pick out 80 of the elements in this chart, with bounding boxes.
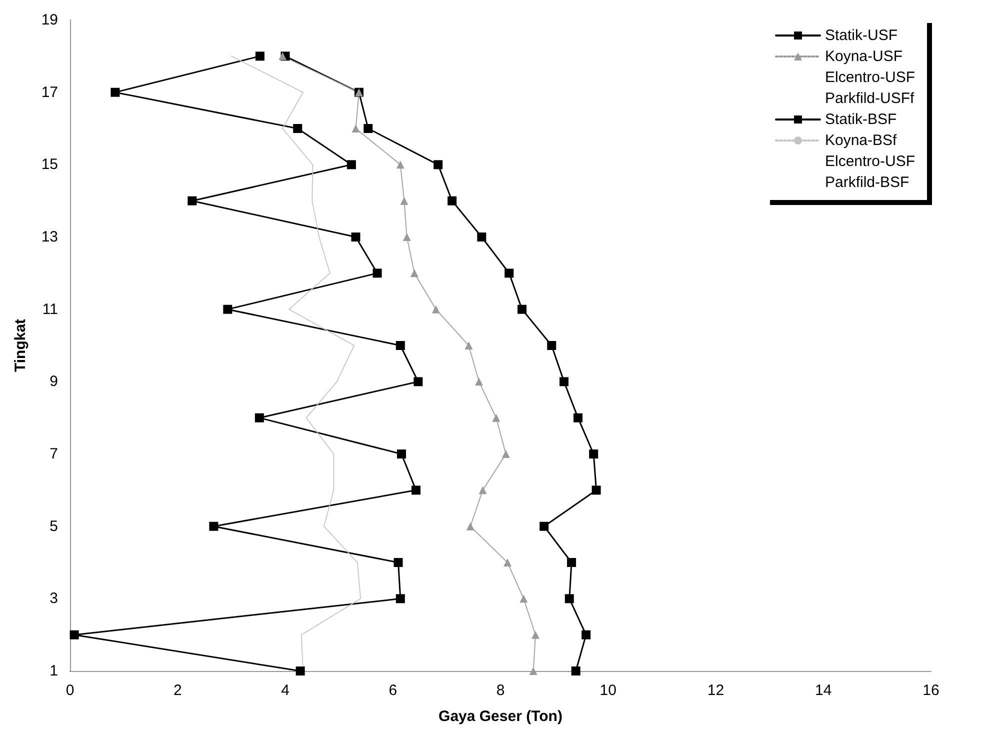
x-tick-label: 12 <box>707 682 724 699</box>
point <box>396 160 404 169</box>
legend-label: Statik-USF <box>824 27 898 44</box>
point <box>504 268 514 278</box>
point <box>478 486 487 494</box>
x-tick-label: 14 <box>815 682 832 699</box>
point <box>410 269 418 278</box>
point <box>547 341 556 350</box>
point <box>209 522 218 531</box>
point <box>466 522 474 530</box>
y-tick-label: 15 <box>41 156 58 174</box>
text: Parkfild-BSF <box>824 174 910 191</box>
point <box>564 594 574 604</box>
point <box>464 342 473 350</box>
y-tick-label: 19 <box>41 12 58 28</box>
point <box>346 160 356 170</box>
point <box>477 232 486 242</box>
legend-label: Statik-BSF <box>824 111 897 128</box>
point <box>400 196 408 205</box>
text: Elcentro-USF <box>824 69 916 86</box>
x-tick-label: 0 <box>66 682 74 699</box>
point <box>502 450 510 458</box>
y-tick-label: 5 <box>50 518 58 535</box>
point <box>560 377 568 386</box>
point <box>364 124 373 133</box>
point <box>352 124 360 132</box>
legend-label: Koyna-USF <box>824 48 903 65</box>
point <box>70 630 79 640</box>
point <box>540 522 549 531</box>
legend-label: Koyna-BSf <box>824 132 898 149</box>
x-tick-label: 16 <box>922 682 940 699</box>
point <box>414 377 423 386</box>
point <box>188 196 197 206</box>
point <box>432 305 440 314</box>
x-tick-label: 10 <box>600 682 616 699</box>
point <box>394 558 403 567</box>
point <box>474 378 483 386</box>
point <box>448 196 457 206</box>
point <box>434 160 443 170</box>
point <box>492 414 500 422</box>
point <box>254 413 264 422</box>
x-tick-label: 8 <box>496 682 505 699</box>
point <box>396 341 405 350</box>
point <box>293 124 302 133</box>
y-axis-title: Tingkat <box>12 318 29 372</box>
x-tick-label: 4 <box>281 682 290 699</box>
text: Parkfild-USFf <box>824 90 915 107</box>
point <box>529 667 538 675</box>
y-tick-label: 1 <box>50 662 58 680</box>
y-tick-label: 11 <box>42 300 58 318</box>
point <box>396 594 405 604</box>
x-tick-label: 6 <box>388 682 398 699</box>
point <box>110 88 120 97</box>
point <box>520 594 528 603</box>
point <box>518 304 527 314</box>
point <box>223 304 232 314</box>
point <box>396 450 406 458</box>
point <box>573 413 582 422</box>
point <box>531 630 540 639</box>
point <box>567 558 576 567</box>
point <box>592 486 601 495</box>
y-tick-label: 17 <box>41 84 58 101</box>
point <box>571 666 580 676</box>
x-tick-label: 2 <box>173 682 182 699</box>
y-tick-label: 13 <box>41 228 58 246</box>
point <box>255 52 264 61</box>
y-tick-label: 3 <box>50 590 58 608</box>
point <box>278 52 287 60</box>
point <box>351 232 360 242</box>
text: Elcentro-USF <box>824 153 916 170</box>
point <box>296 666 305 676</box>
x-axis-title: Gaya Geser (Ton) <box>438 708 562 725</box>
point <box>402 233 411 241</box>
point <box>372 268 382 278</box>
point <box>589 450 598 458</box>
y-tick-label: 7 <box>50 446 58 462</box>
point <box>582 630 591 640</box>
point <box>412 486 421 495</box>
point <box>503 558 512 566</box>
y-tick-label: 9 <box>50 373 58 390</box>
